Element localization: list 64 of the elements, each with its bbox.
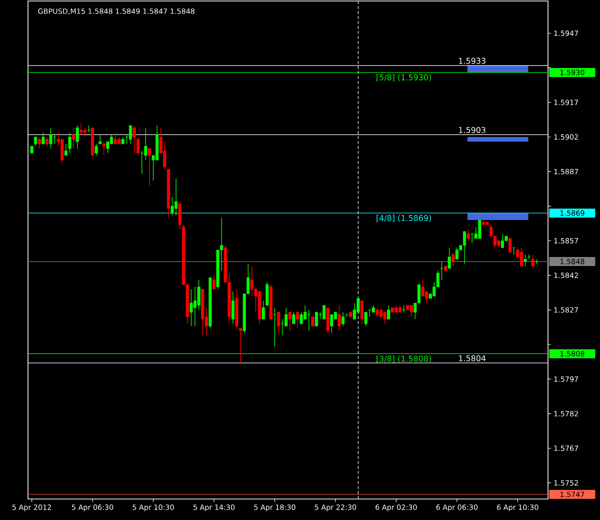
candlestick [276, 312, 280, 334]
candlestick [266, 282, 269, 306]
candlestick [193, 286, 197, 326]
candlestick [132, 125, 136, 154]
candlestick [80, 122, 83, 136]
candlestick [42, 132, 45, 144]
candlestick [76, 125, 79, 149]
candlestick [288, 312, 292, 332]
candlestick [322, 304, 326, 320]
candlestick [262, 300, 265, 320]
candlestick [94, 144, 98, 156]
candlestick [83, 127, 86, 138]
candlestick [98, 134, 102, 144]
candlestick [250, 266, 254, 296]
candlestick [520, 247, 523, 266]
candlestick [360, 300, 364, 324]
candlestick [452, 252, 455, 266]
candlestick [148, 148, 151, 186]
candlestick [296, 312, 300, 329]
candlestick [284, 307, 288, 326]
candlestick [330, 314, 334, 334]
candlestick [410, 304, 413, 318]
candlestick [508, 238, 512, 253]
candlestick [376, 307, 379, 318]
candlestick [326, 307, 330, 334]
candlestick [455, 247, 458, 260]
candlestick [307, 310, 310, 332]
candlestick [231, 291, 234, 324]
candlestick [102, 141, 106, 156]
candlestick [292, 312, 296, 324]
candlestick [440, 261, 444, 280]
candlestick [421, 280, 424, 296]
candlestick [38, 136, 41, 149]
candlestick [114, 132, 117, 144]
candlestick [387, 304, 390, 320]
candlestick [531, 254, 534, 266]
candlestick [478, 220, 482, 239]
candlestick [448, 247, 451, 269]
candlestick [466, 228, 470, 242]
candlestick [49, 127, 52, 149]
candlestick [311, 316, 314, 326]
candlestick [34, 136, 38, 147]
candlestick [462, 231, 466, 264]
candlestick [53, 134, 56, 144]
candlestick [300, 312, 303, 324]
candlestick [342, 312, 345, 326]
candlestick [383, 312, 386, 324]
candlestick [72, 127, 76, 149]
candlestick [338, 304, 341, 332]
candlestick [60, 138, 64, 163]
candlestick [144, 127, 148, 160]
candlestick [364, 312, 368, 326]
candlestick [239, 328, 242, 364]
candlestick [68, 132, 72, 154]
candlestick [273, 307, 276, 348]
candlestick [524, 254, 527, 266]
candlestick [212, 274, 216, 290]
candlestick [45, 136, 49, 147]
candlestick [314, 312, 318, 326]
candlestick [128, 125, 132, 144]
candlestick [178, 201, 182, 230]
candlestick [174, 178, 178, 216]
candlestick [190, 288, 193, 326]
candlestick [500, 233, 504, 248]
